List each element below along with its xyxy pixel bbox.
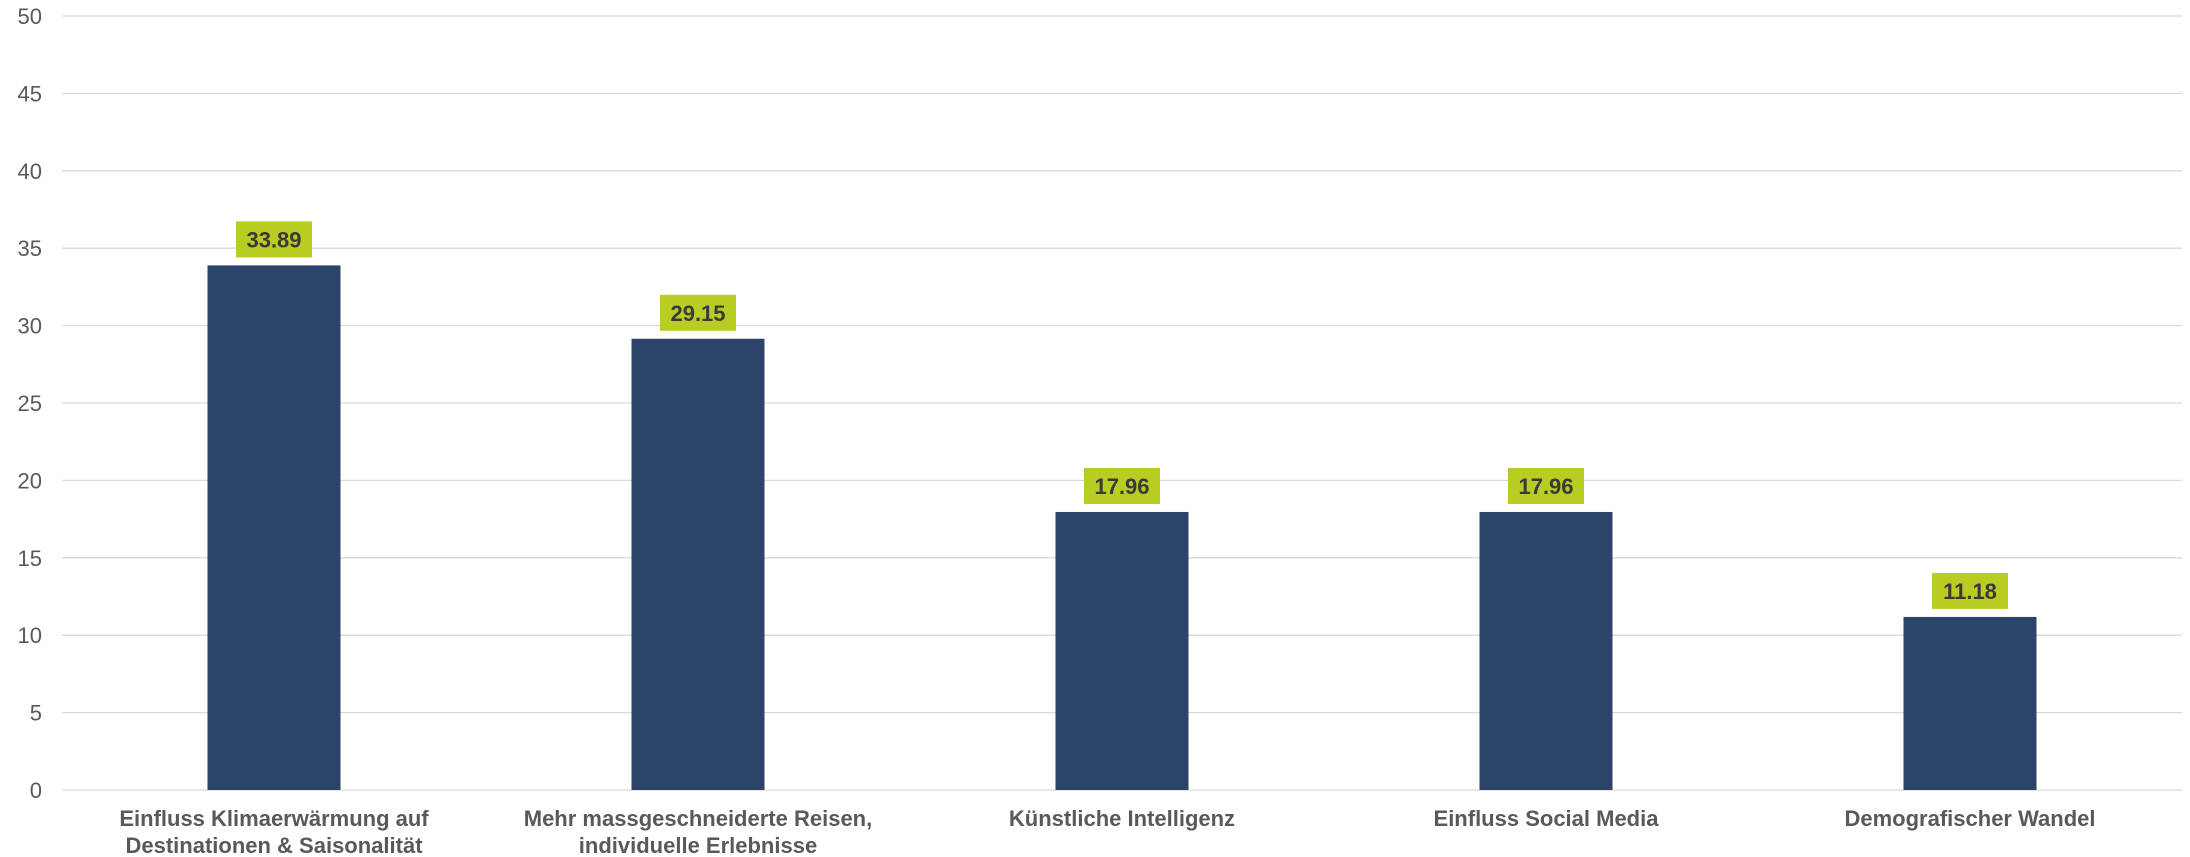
y-tick-label: 10 [18,623,42,648]
data-label: 17.96 [1084,467,1160,504]
y-tick-label: 45 [18,81,42,106]
bar [207,265,341,790]
x-category-label: Demografischer Wandel [1844,806,2095,831]
bar [631,338,765,790]
data-label-background [1932,572,2008,609]
x-axis-category-labels: Einfluss Klimaerwärmung auf Destinationen… [119,806,2095,857]
y-tick-label: 0 [30,778,42,803]
y-tick-label: 20 [18,468,42,493]
y-axis-tick-labels: 0 5 10 15 20 25 30 35 40 45 50 [18,4,42,803]
data-label-background [236,221,312,258]
x-category-label-line: Einfluss Social Media [1434,806,1660,831]
bar [1903,616,2037,790]
data-label-background [1084,467,1160,504]
data-label: 33.89 [236,221,312,258]
y-tick-label: 35 [18,236,42,261]
x-category-label: Einfluss Klimaerwärmung auf Destinationen… [119,806,429,857]
y-tick-label: 25 [18,391,42,416]
data-labels: 33.89 29.15 17.96 17.96 11.18 [236,221,2008,609]
bars [207,265,2037,790]
data-label-text: 33.89 [246,227,301,252]
y-tick-label: 5 [30,701,42,726]
x-category-label-line: Einfluss Klimaerwärmung auf [119,806,429,831]
data-label-text: 17.96 [1094,474,1149,499]
data-label-text: 17.96 [1518,474,1573,499]
y-tick-label: 40 [18,159,42,184]
bar [1479,511,1613,790]
x-category-label-line: Künstliche Intelligenz [1009,806,1235,831]
x-category-label: Mehr massgeschneiderte Reisen, individuel… [524,806,872,857]
y-tick-label: 50 [18,4,42,29]
data-label: 29.15 [660,294,736,331]
data-label-text: 29.15 [670,301,725,326]
data-label-background [1508,467,1584,504]
x-category-label: Künstliche Intelligenz [1009,806,1235,831]
x-category-label-line: Demografischer Wandel [1844,806,2095,831]
x-category-label-line: Mehr massgeschneiderte Reisen, [524,806,872,831]
x-category-label-line: individuelle Erlebnisse [579,833,817,857]
x-category-label-line: Destinationen & Saisonalität [125,833,423,857]
data-label: 11.18 [1932,572,2008,609]
data-label: 17.96 [1508,467,1584,504]
data-label-background [660,294,736,331]
x-category-label: Einfluss Social Media [1434,806,1660,831]
y-tick-label: 15 [18,546,42,571]
bar [1055,511,1189,790]
data-label-text: 11.18 [1943,579,1997,604]
y-tick-label: 30 [18,314,42,339]
